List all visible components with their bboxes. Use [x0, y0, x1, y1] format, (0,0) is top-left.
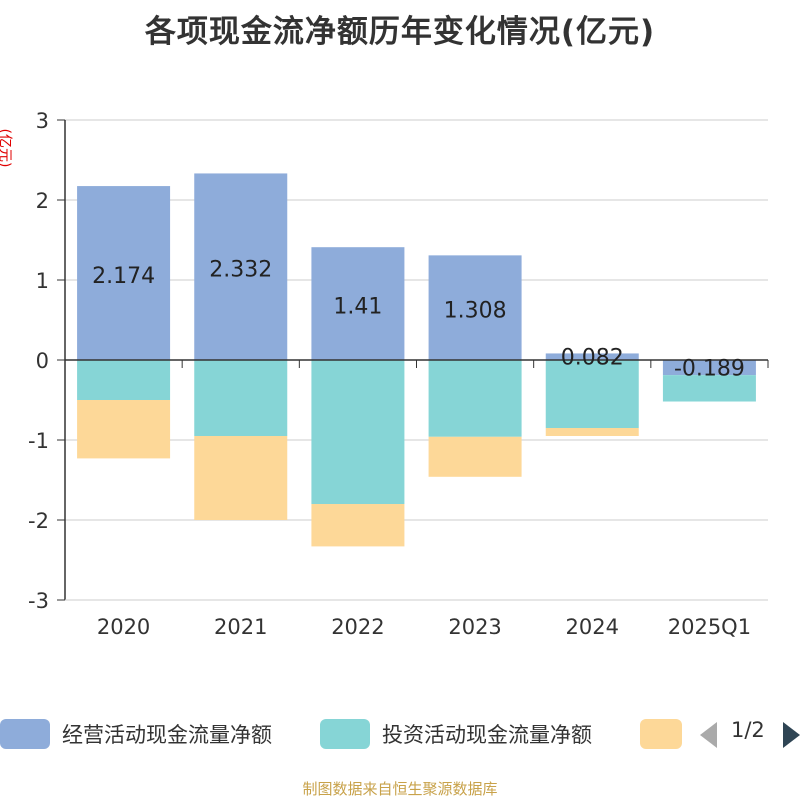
x-tick-label: 2021 [214, 615, 267, 639]
bar-financing [428, 436, 522, 477]
y-tick-label: 1 [36, 269, 49, 293]
y-tick-label: -3 [28, 589, 49, 613]
y-tick-label: 3 [36, 109, 49, 133]
bar-investing [428, 360, 522, 437]
bar-investing [77, 360, 171, 400]
legend-item-operating[interactable]: 经营活动现金流量净额 [0, 712, 272, 756]
y-tick-label: -1 [28, 429, 49, 453]
data-label: 1.308 [444, 299, 507, 324]
legend-item-financing[interactable] [640, 712, 694, 756]
legend-item-investing[interactable]: 投资活动现金流量净额 [320, 712, 592, 756]
legend-label-operating: 经营活动现金流量净额 [62, 723, 272, 747]
legend-page-indicator: 1/2 [731, 718, 765, 742]
bar-operating [194, 173, 288, 360]
data-source-note: 制图数据来自恒生聚源数据库 [302, 780, 498, 798]
legend-swatch-operating [0, 719, 50, 749]
bar-operating [77, 186, 171, 360]
legend-prev-page-icon[interactable] [700, 722, 717, 748]
bar-investing [311, 360, 405, 504]
data-label: 2.332 [209, 258, 272, 283]
chart-title: 各项现金流净额历年变化情况(亿元) [144, 14, 656, 50]
bar-financing [545, 428, 639, 436]
bar-investing [545, 360, 639, 428]
data-label: 0.082 [561, 346, 624, 371]
data-label: 1.41 [333, 295, 382, 320]
data-label: 2.174 [92, 264, 155, 289]
bar-financing [311, 504, 405, 547]
bar-financing [194, 436, 288, 520]
bar-operating [428, 255, 522, 360]
x-tick-label: 2024 [566, 615, 619, 639]
bar-operating [662, 360, 756, 376]
bar-investing [662, 375, 756, 402]
y-tick-label: 2 [36, 189, 49, 213]
legend: 经营活动现金流量净额 投资活动现金流量净额 1/2 [0, 712, 800, 756]
legend-label-investing: 投资活动现金流量净额 [382, 723, 592, 747]
data-label: -0.189 [674, 357, 745, 382]
y-tick-label: -2 [28, 509, 49, 533]
bar-operating [545, 353, 639, 360]
y-tick-label: 0 [36, 349, 49, 373]
legend-swatch-financing [640, 719, 682, 749]
x-tick-label: 2025Q1 [668, 615, 751, 639]
x-tick-label: 2023 [448, 615, 501, 639]
bar-investing [194, 360, 288, 436]
legend-swatch-investing [320, 719, 370, 749]
bar-chart: 3 2 1 0 -1 -2 -3 2020 2021 2022 2023 2024 2025Q1 2.1… [28, 109, 769, 639]
x-tick-label: 2022 [331, 615, 384, 639]
bar-operating [311, 247, 405, 360]
bar-financing [77, 400, 171, 459]
legend-next-page-icon[interactable] [783, 722, 800, 748]
x-tick-label: 2020 [97, 615, 150, 639]
